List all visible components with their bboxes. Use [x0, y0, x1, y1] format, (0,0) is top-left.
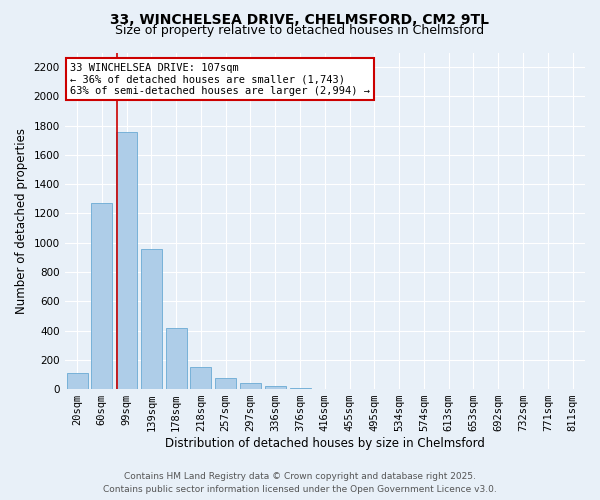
Text: 33, WINCHELSEA DRIVE, CHELMSFORD, CM2 9TL: 33, WINCHELSEA DRIVE, CHELMSFORD, CM2 9T… — [110, 12, 490, 26]
Bar — [141, 248, 162, 389]
Bar — [67, 373, 88, 389]
Bar — [116, 132, 137, 389]
Text: 33 WINCHELSEA DRIVE: 107sqm
← 36% of detached houses are smaller (1,743)
63% of : 33 WINCHELSEA DRIVE: 107sqm ← 36% of det… — [70, 62, 370, 96]
Bar — [91, 203, 112, 389]
Bar — [190, 367, 211, 389]
Text: Size of property relative to detached houses in Chelmsford: Size of property relative to detached ho… — [115, 24, 485, 37]
Bar — [215, 378, 236, 389]
Bar — [290, 388, 311, 389]
Bar — [240, 383, 261, 389]
Y-axis label: Number of detached properties: Number of detached properties — [15, 128, 28, 314]
Bar — [265, 386, 286, 389]
Text: Contains HM Land Registry data © Crown copyright and database right 2025.
Contai: Contains HM Land Registry data © Crown c… — [103, 472, 497, 494]
X-axis label: Distribution of detached houses by size in Chelmsford: Distribution of detached houses by size … — [165, 437, 485, 450]
Bar — [166, 328, 187, 389]
